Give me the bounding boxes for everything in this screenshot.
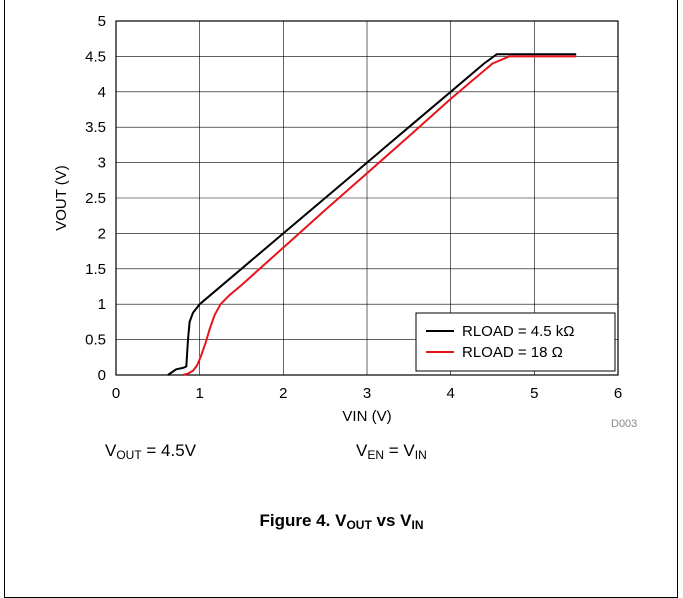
plot-area-border xyxy=(115,20,619,376)
grid xyxy=(116,21,618,375)
y-tick-label: 5 xyxy=(98,13,106,30)
y-tick-label: 2 xyxy=(98,225,106,242)
x-tick-label: 4 xyxy=(446,385,454,402)
x-tick-label: 0 xyxy=(112,385,120,402)
x-tick-label: 1 xyxy=(195,385,203,402)
y-tick-label: 4.5 xyxy=(85,48,106,65)
line-chart: 0 1 2 3 4 5 6 0 0.5 1 1.5 2 2.5 3 3.5 4 4.5 5 VIN (V) VO… xyxy=(53,13,622,425)
series-lines xyxy=(167,53,577,376)
legend-box xyxy=(415,312,616,372)
legend-entry-1: RLOAD = 4.5 kΩ xyxy=(462,323,575,340)
y-axis-label: VOUT (V) xyxy=(53,165,70,231)
x-axis-label: VIN (V) xyxy=(342,408,391,425)
y-tick-label: 2.5 xyxy=(85,190,106,207)
x-tick-label: 5 xyxy=(530,385,538,402)
y-tick-label: 0 xyxy=(98,367,106,384)
y-tick-label: 0.5 xyxy=(85,332,106,349)
y-tick-labels: 0 0.5 1 1.5 2 2.5 3 3.5 4 4.5 5 xyxy=(85,13,106,384)
figure-caption: Figure 4. VOUT vs VIN xyxy=(259,511,424,532)
y-tick-label: 3 xyxy=(98,155,106,172)
x-tick-labels: 0 1 2 3 4 5 6 xyxy=(112,385,622,402)
ven-condition-note: VEN = VIN xyxy=(356,441,427,462)
y-tick-label: 3.5 xyxy=(85,119,106,136)
x-tick-label: 6 xyxy=(614,385,622,402)
series-line-1 xyxy=(167,53,577,376)
x-tick-label: 3 xyxy=(363,385,371,402)
vout-condition-note: VOUT = 4.5V xyxy=(105,441,197,462)
series-line-2 xyxy=(182,55,577,376)
y-tick-label: 4 xyxy=(98,84,106,101)
legend-entry-2: RLOAD = 18 Ω xyxy=(462,344,563,361)
legend: RLOAD = 4.5 kΩ RLOAD = 18 Ω xyxy=(415,312,616,372)
y-tick-label: 1.5 xyxy=(85,261,106,278)
figure-id-watermark: D003 xyxy=(611,418,638,430)
y-tick-label: 1 xyxy=(98,296,106,313)
x-tick-label: 2 xyxy=(279,385,287,402)
